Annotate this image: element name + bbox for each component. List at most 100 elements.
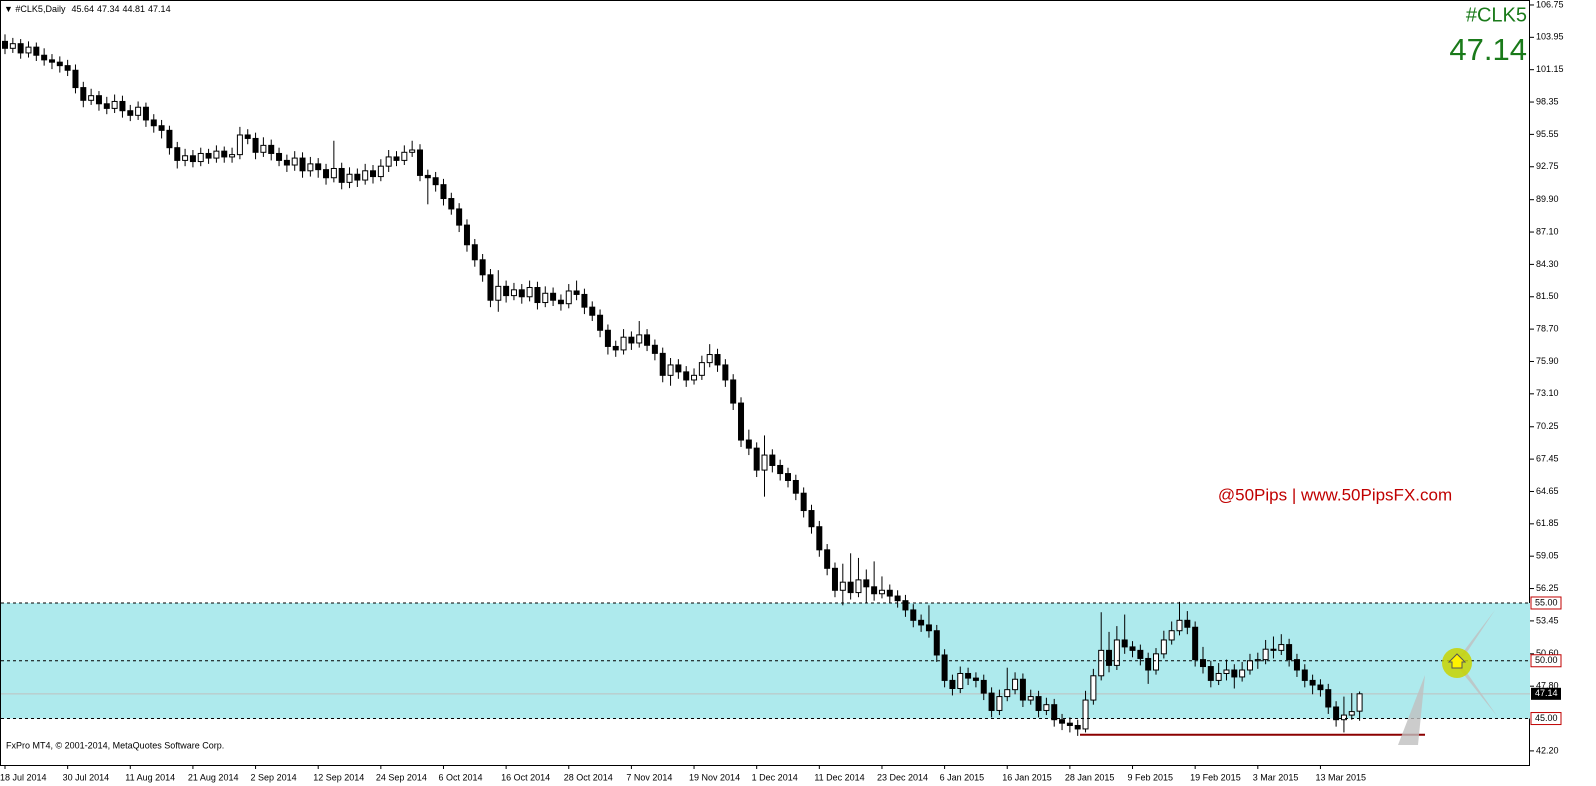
candle-body bbox=[886, 589, 893, 597]
candle-body bbox=[323, 169, 330, 179]
candle-body bbox=[777, 464, 784, 475]
candle-body bbox=[996, 696, 1003, 711]
candle-body bbox=[64, 65, 71, 71]
icon-arrow bbox=[1447, 653, 1467, 669]
candle-body bbox=[1168, 630, 1175, 641]
y-tick-label: 59.05 bbox=[1536, 551, 1559, 561]
candle-body bbox=[150, 119, 157, 127]
candle-body bbox=[612, 345, 619, 351]
candle-body bbox=[1207, 666, 1214, 681]
y-tick-label: 56.25 bbox=[1536, 583, 1559, 593]
candle-body bbox=[41, 54, 48, 61]
candle-body bbox=[95, 95, 102, 105]
candle-body bbox=[1333, 706, 1340, 721]
candle-body bbox=[1137, 649, 1144, 659]
x-tick-label: 24 Sep 2014 bbox=[376, 772, 427, 782]
candle-body bbox=[1199, 659, 1206, 668]
candle-body bbox=[565, 290, 572, 305]
candle-body bbox=[1184, 619, 1191, 628]
candle-body bbox=[1325, 689, 1332, 708]
candle-body bbox=[229, 154, 236, 158]
level-box bbox=[1530, 712, 1562, 726]
candle-body bbox=[1012, 678, 1019, 691]
candle-body bbox=[980, 679, 987, 694]
candle-body bbox=[698, 362, 705, 376]
price-box bbox=[1531, 687, 1561, 700]
candle-body bbox=[1239, 669, 1246, 678]
candle-body bbox=[1066, 722, 1073, 726]
x-tick-label: 28 Jan 2015 bbox=[1065, 772, 1115, 782]
candle-body bbox=[957, 672, 964, 690]
candle-body bbox=[1176, 619, 1183, 632]
candle-body bbox=[1286, 644, 1293, 661]
candle-body bbox=[589, 306, 596, 316]
candle-body bbox=[362, 170, 369, 181]
candle-body bbox=[651, 344, 658, 354]
candle-body bbox=[221, 150, 228, 158]
candle-body bbox=[534, 287, 541, 304]
icon-ray bbox=[1457, 610, 1495, 660]
candle-body bbox=[597, 314, 604, 331]
y-tick-label: 67.45 bbox=[1536, 453, 1559, 463]
icon-ray bbox=[1457, 666, 1497, 716]
candle-body bbox=[291, 157, 298, 166]
candle-body bbox=[409, 149, 416, 153]
candle-body bbox=[1301, 669, 1308, 681]
candle-body bbox=[1090, 675, 1097, 701]
candle-body bbox=[1121, 639, 1128, 648]
level-label: 50.00 bbox=[1535, 655, 1558, 665]
candle-body bbox=[9, 43, 16, 49]
candle-body bbox=[1043, 704, 1050, 711]
y-tick-label: 75.90 bbox=[1536, 356, 1559, 366]
candle-body bbox=[1246, 660, 1253, 671]
level-box bbox=[1530, 596, 1562, 610]
candle-body bbox=[738, 402, 745, 441]
x-tick-label: 2 Sep 2014 bbox=[251, 772, 297, 782]
x-tick-label: 1 Dec 2014 bbox=[752, 772, 798, 782]
candle-body bbox=[1262, 648, 1269, 661]
candle-body bbox=[824, 549, 831, 569]
candle-body bbox=[1215, 672, 1222, 681]
y-tick-label: 95.55 bbox=[1536, 129, 1559, 139]
candle-body bbox=[1004, 689, 1011, 698]
candle-body bbox=[1019, 678, 1026, 701]
candle-body bbox=[706, 354, 713, 364]
x-tick-label: 21 Aug 2014 bbox=[188, 772, 239, 782]
candle-body bbox=[949, 679, 956, 690]
candle-body bbox=[315, 163, 322, 171]
candle-body bbox=[1278, 644, 1285, 651]
candle-body bbox=[205, 152, 212, 159]
candle-body bbox=[487, 274, 494, 301]
candle-body bbox=[557, 299, 564, 305]
candle-body bbox=[463, 224, 470, 246]
candle-body bbox=[127, 110, 134, 116]
candle-body bbox=[1356, 693, 1363, 712]
candle-body bbox=[283, 159, 290, 166]
candle-body bbox=[25, 46, 32, 54]
x-tick-label: 30 Jul 2014 bbox=[63, 772, 110, 782]
overlay-layer: 106.75 103.95 101.15 98.35 95.55 92.75 89.90 87… bbox=[0, 0, 1564, 782]
candle-body bbox=[479, 259, 486, 276]
y-tick-label: 103.95 bbox=[1536, 32, 1564, 42]
candle-body bbox=[197, 152, 204, 163]
candle-body bbox=[847, 581, 854, 594]
candle-body bbox=[72, 69, 79, 89]
candle-body bbox=[965, 672, 972, 679]
candle-body bbox=[1074, 724, 1081, 730]
candle-body bbox=[354, 173, 361, 181]
candle-body bbox=[839, 581, 846, 591]
candle-body bbox=[1035, 696, 1042, 711]
candle-body bbox=[456, 208, 463, 226]
candle-body bbox=[691, 374, 698, 381]
candle-body bbox=[495, 285, 502, 301]
candle-body bbox=[299, 157, 306, 172]
x-tick-label: 11 Dec 2014 bbox=[814, 772, 864, 782]
candle-body bbox=[503, 285, 510, 297]
candle-body bbox=[800, 492, 807, 512]
candle-body bbox=[675, 364, 682, 373]
candle-body bbox=[1340, 714, 1347, 721]
last-price: 47.14 bbox=[1449, 32, 1527, 67]
candle-body bbox=[401, 151, 408, 161]
level-box bbox=[1530, 654, 1562, 668]
